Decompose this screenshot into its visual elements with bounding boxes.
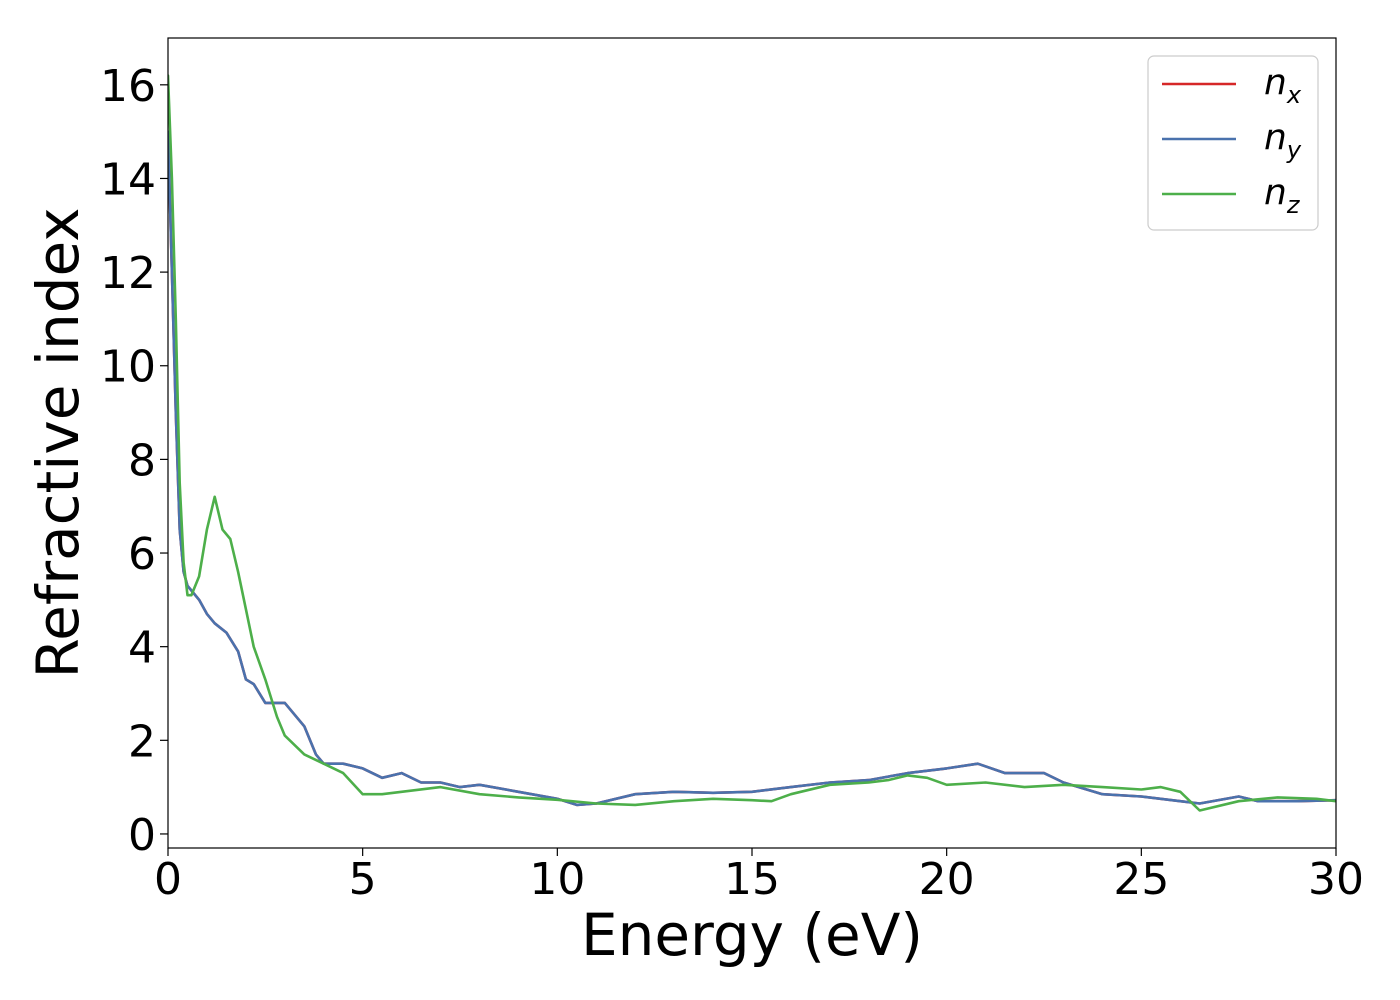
legend-label-ny: ny: [1264, 117, 1302, 164]
x-tick-label: 10: [529, 854, 585, 905]
x-axis-label: Energy (eV): [581, 901, 923, 969]
x-tick-label: 25: [1113, 854, 1169, 905]
y-axis-label: Refractive index: [24, 207, 92, 678]
y-tick-label: 12: [100, 248, 156, 299]
legend: nx ny nz: [1147, 55, 1319, 231]
y-tick-label: 4: [128, 623, 156, 674]
x-axis-ticks: 0 5 10 15 20 25 30: [154, 848, 1364, 905]
x-tick-label: 15: [724, 854, 780, 905]
y-tick-label: 2: [128, 716, 156, 767]
x-tick-label: 30: [1308, 854, 1364, 905]
x-tick-label: 5: [349, 854, 377, 905]
legend-label-nx: nx: [1264, 62, 1302, 109]
y-tick-label: 16: [100, 61, 156, 112]
series-line-ny: [168, 130, 1336, 807]
y-tick-label: 14: [100, 154, 156, 205]
x-tick-label: 20: [919, 854, 975, 905]
legend-label-nz: nz: [1264, 172, 1301, 219]
series-layer: [168, 74, 1336, 812]
legend-box: [1147, 55, 1319, 231]
series-line-nz: [168, 74, 1336, 812]
y-tick-label: 6: [128, 529, 156, 580]
y-axis-ticks: 0 2 4 6 8 10 12 14 16: [100, 61, 168, 861]
y-tick-label: 0: [128, 810, 156, 861]
y-tick-label: 10: [100, 342, 156, 393]
x-tick-label: 0: [154, 854, 182, 905]
y-tick-label: 8: [128, 435, 156, 486]
